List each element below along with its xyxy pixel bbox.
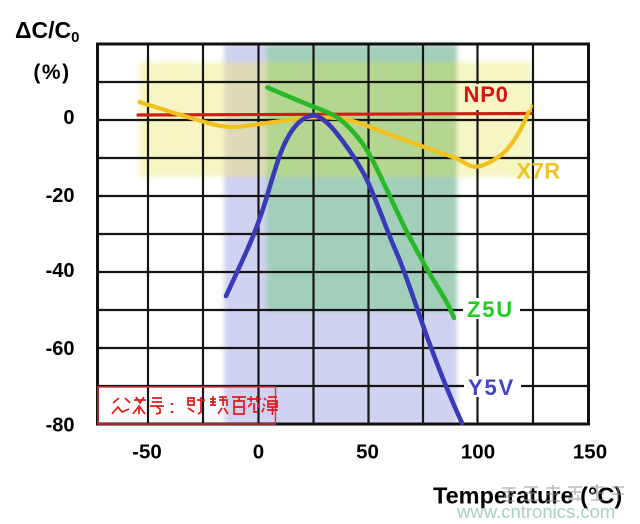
svg-text:NP0: NP0 (464, 82, 509, 107)
svg-text:0: 0 (63, 107, 74, 129)
svg-text:X7R: X7R (517, 159, 561, 184)
svg-text:-40: -40 (46, 260, 75, 282)
svg-text:-50: -50 (132, 441, 162, 464)
svg-text:50: 50 (356, 441, 379, 464)
svg-text:100: 100 (461, 441, 495, 464)
svg-text:Z5U: Z5U (467, 297, 514, 322)
svg-text:(%): (%) (33, 61, 70, 84)
svg-text:-80: -80 (46, 415, 75, 437)
svg-text:-60: -60 (46, 338, 75, 360)
svg-text:150: 150 (573, 441, 607, 464)
svg-text:Y5V: Y5V (468, 375, 515, 400)
svg-text:www.cntronics.com: www.cntronics.com (456, 501, 615, 522)
svg-text:0: 0 (253, 441, 264, 464)
svg-text:-20: -20 (46, 185, 75, 207)
svg-text:ΔC/C0: ΔC/C0 (15, 17, 80, 46)
